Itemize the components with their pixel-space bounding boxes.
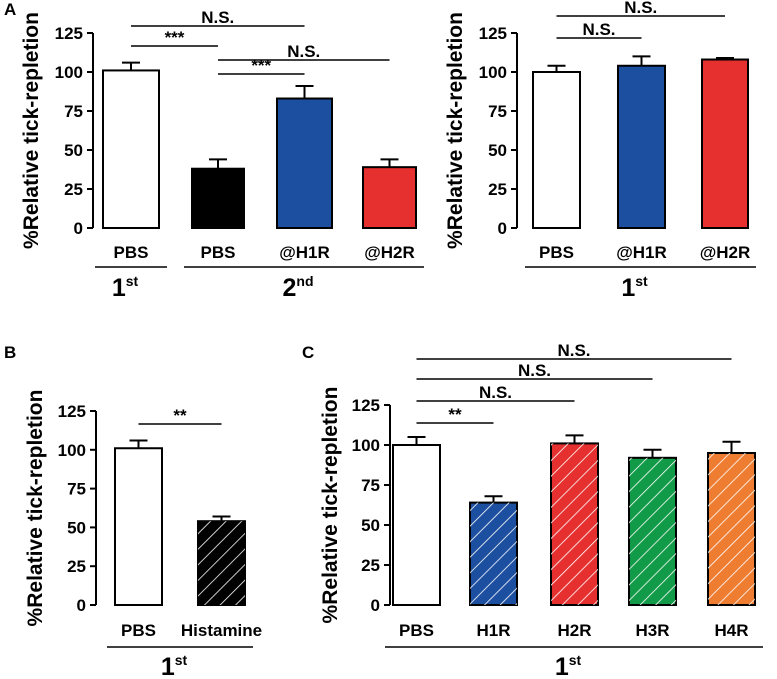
y-tick-label: 0 <box>371 596 380 615</box>
group-label: 1st <box>621 273 648 302</box>
group-label-sup: st <box>569 652 582 668</box>
group-label-sup: st <box>126 273 139 289</box>
y-tick-label: 25 <box>67 557 86 576</box>
category-label: @H2R <box>700 243 751 262</box>
panel-label: C <box>302 343 314 362</box>
group-label-sup: st <box>175 652 188 668</box>
chart-panel-b: B 0 25 50 75 100 125 %Relative tick-repletion PB… <box>4 343 262 679</box>
group-label: 1st <box>161 652 188 679</box>
significance-label: ** <box>448 405 462 424</box>
y-tick-label: 0 <box>498 219 507 238</box>
significance-label: N.S. <box>479 383 512 402</box>
y-tick-label: 75 <box>64 102 83 121</box>
y-axis-label: %Relative tick-repletion <box>319 387 342 624</box>
bar <box>114 447 163 606</box>
y-axis-label: %Relative tick-repletion <box>444 12 467 249</box>
y-tick-label: 100 <box>479 63 507 82</box>
y-tick-label: 125 <box>58 402 86 421</box>
y-tick-label: 50 <box>64 141 83 160</box>
significance-label: ** <box>173 406 187 425</box>
bar <box>191 167 245 229</box>
bar <box>701 58 749 229</box>
panel-label: A <box>4 0 16 19</box>
chart-panel-a2: 0 25 50 75 100 125 %Relative tick-repletion PBS… <box>444 0 756 302</box>
significance-label: N.S. <box>624 0 657 17</box>
panel-label: B <box>4 343 16 362</box>
group-label: 1st <box>112 273 139 302</box>
y-tick-label: 50 <box>361 516 380 535</box>
category-label: PBS <box>539 243 574 262</box>
y-tick-label: 100 <box>58 441 86 460</box>
bar <box>532 71 581 229</box>
category-label: H1R <box>476 621 510 640</box>
y-axis-label: %Relative tick-repletion <box>20 12 43 249</box>
significance-label: N.S. <box>287 42 320 61</box>
significance-label: *** <box>165 28 185 47</box>
significance-label: *** <box>251 56 271 75</box>
bar <box>362 166 417 230</box>
y-tick-label: 25 <box>488 180 507 199</box>
category-label: PBS <box>201 243 236 262</box>
category-label: H2R <box>557 621 591 640</box>
bar <box>617 64 666 230</box>
bar-hatch <box>198 521 245 605</box>
y-axis-label: %Relative tick-repletion <box>24 390 47 627</box>
y-tick-label: 75 <box>361 476 380 495</box>
y-tick-label: 125 <box>55 24 83 43</box>
group-label: 2nd <box>282 273 313 302</box>
y-tick-label: 100 <box>55 63 83 82</box>
y-tick-label: 25 <box>64 180 83 199</box>
y-tick-label: 125 <box>352 396 380 415</box>
significance-label: N.S. <box>201 8 234 27</box>
y-tick-label: 75 <box>67 480 86 499</box>
category-label: Histamine <box>181 621 262 640</box>
bar <box>102 69 160 229</box>
category-label: H3R <box>635 621 669 640</box>
significance-label: N.S. <box>582 20 615 39</box>
category-label: PBS <box>121 621 156 640</box>
category-label: @H1R <box>279 243 330 262</box>
category-label: PBS <box>114 243 149 262</box>
y-tick-label: 125 <box>479 24 507 43</box>
bar <box>276 97 333 229</box>
y-tick-label: 50 <box>488 141 507 160</box>
y-tick-label: 25 <box>361 556 380 575</box>
chart-panel-a: A 0 25 50 75 100 125 %Relative tick-repletion PB… <box>4 0 424 302</box>
y-tick-label: 100 <box>352 436 380 455</box>
bar-hatch <box>551 443 598 605</box>
category-label: @H1R <box>616 243 667 262</box>
significance-label: N.S. <box>518 361 551 380</box>
group-label-sup: nd <box>296 273 313 289</box>
group-label-sup: st <box>635 273 648 289</box>
bar <box>392 444 441 606</box>
bar-hatch <box>470 502 517 605</box>
category-label: PBS <box>399 621 434 640</box>
group-label: 1st <box>555 652 582 679</box>
y-tick-label: 0 <box>77 596 86 615</box>
y-tick-label: 75 <box>488 102 507 121</box>
category-label: @H2R <box>364 243 415 262</box>
category-label: H4R <box>714 621 748 640</box>
bar-hatch <box>629 457 676 605</box>
y-tick-label: 50 <box>67 518 86 537</box>
significance-label: N.S. <box>557 341 590 360</box>
chart-panel-c: C 0 25 50 75 100 125 %Relative tick-repletion PB… <box>302 341 763 679</box>
y-tick-label: 0 <box>74 219 83 238</box>
bar-hatch <box>708 453 755 605</box>
